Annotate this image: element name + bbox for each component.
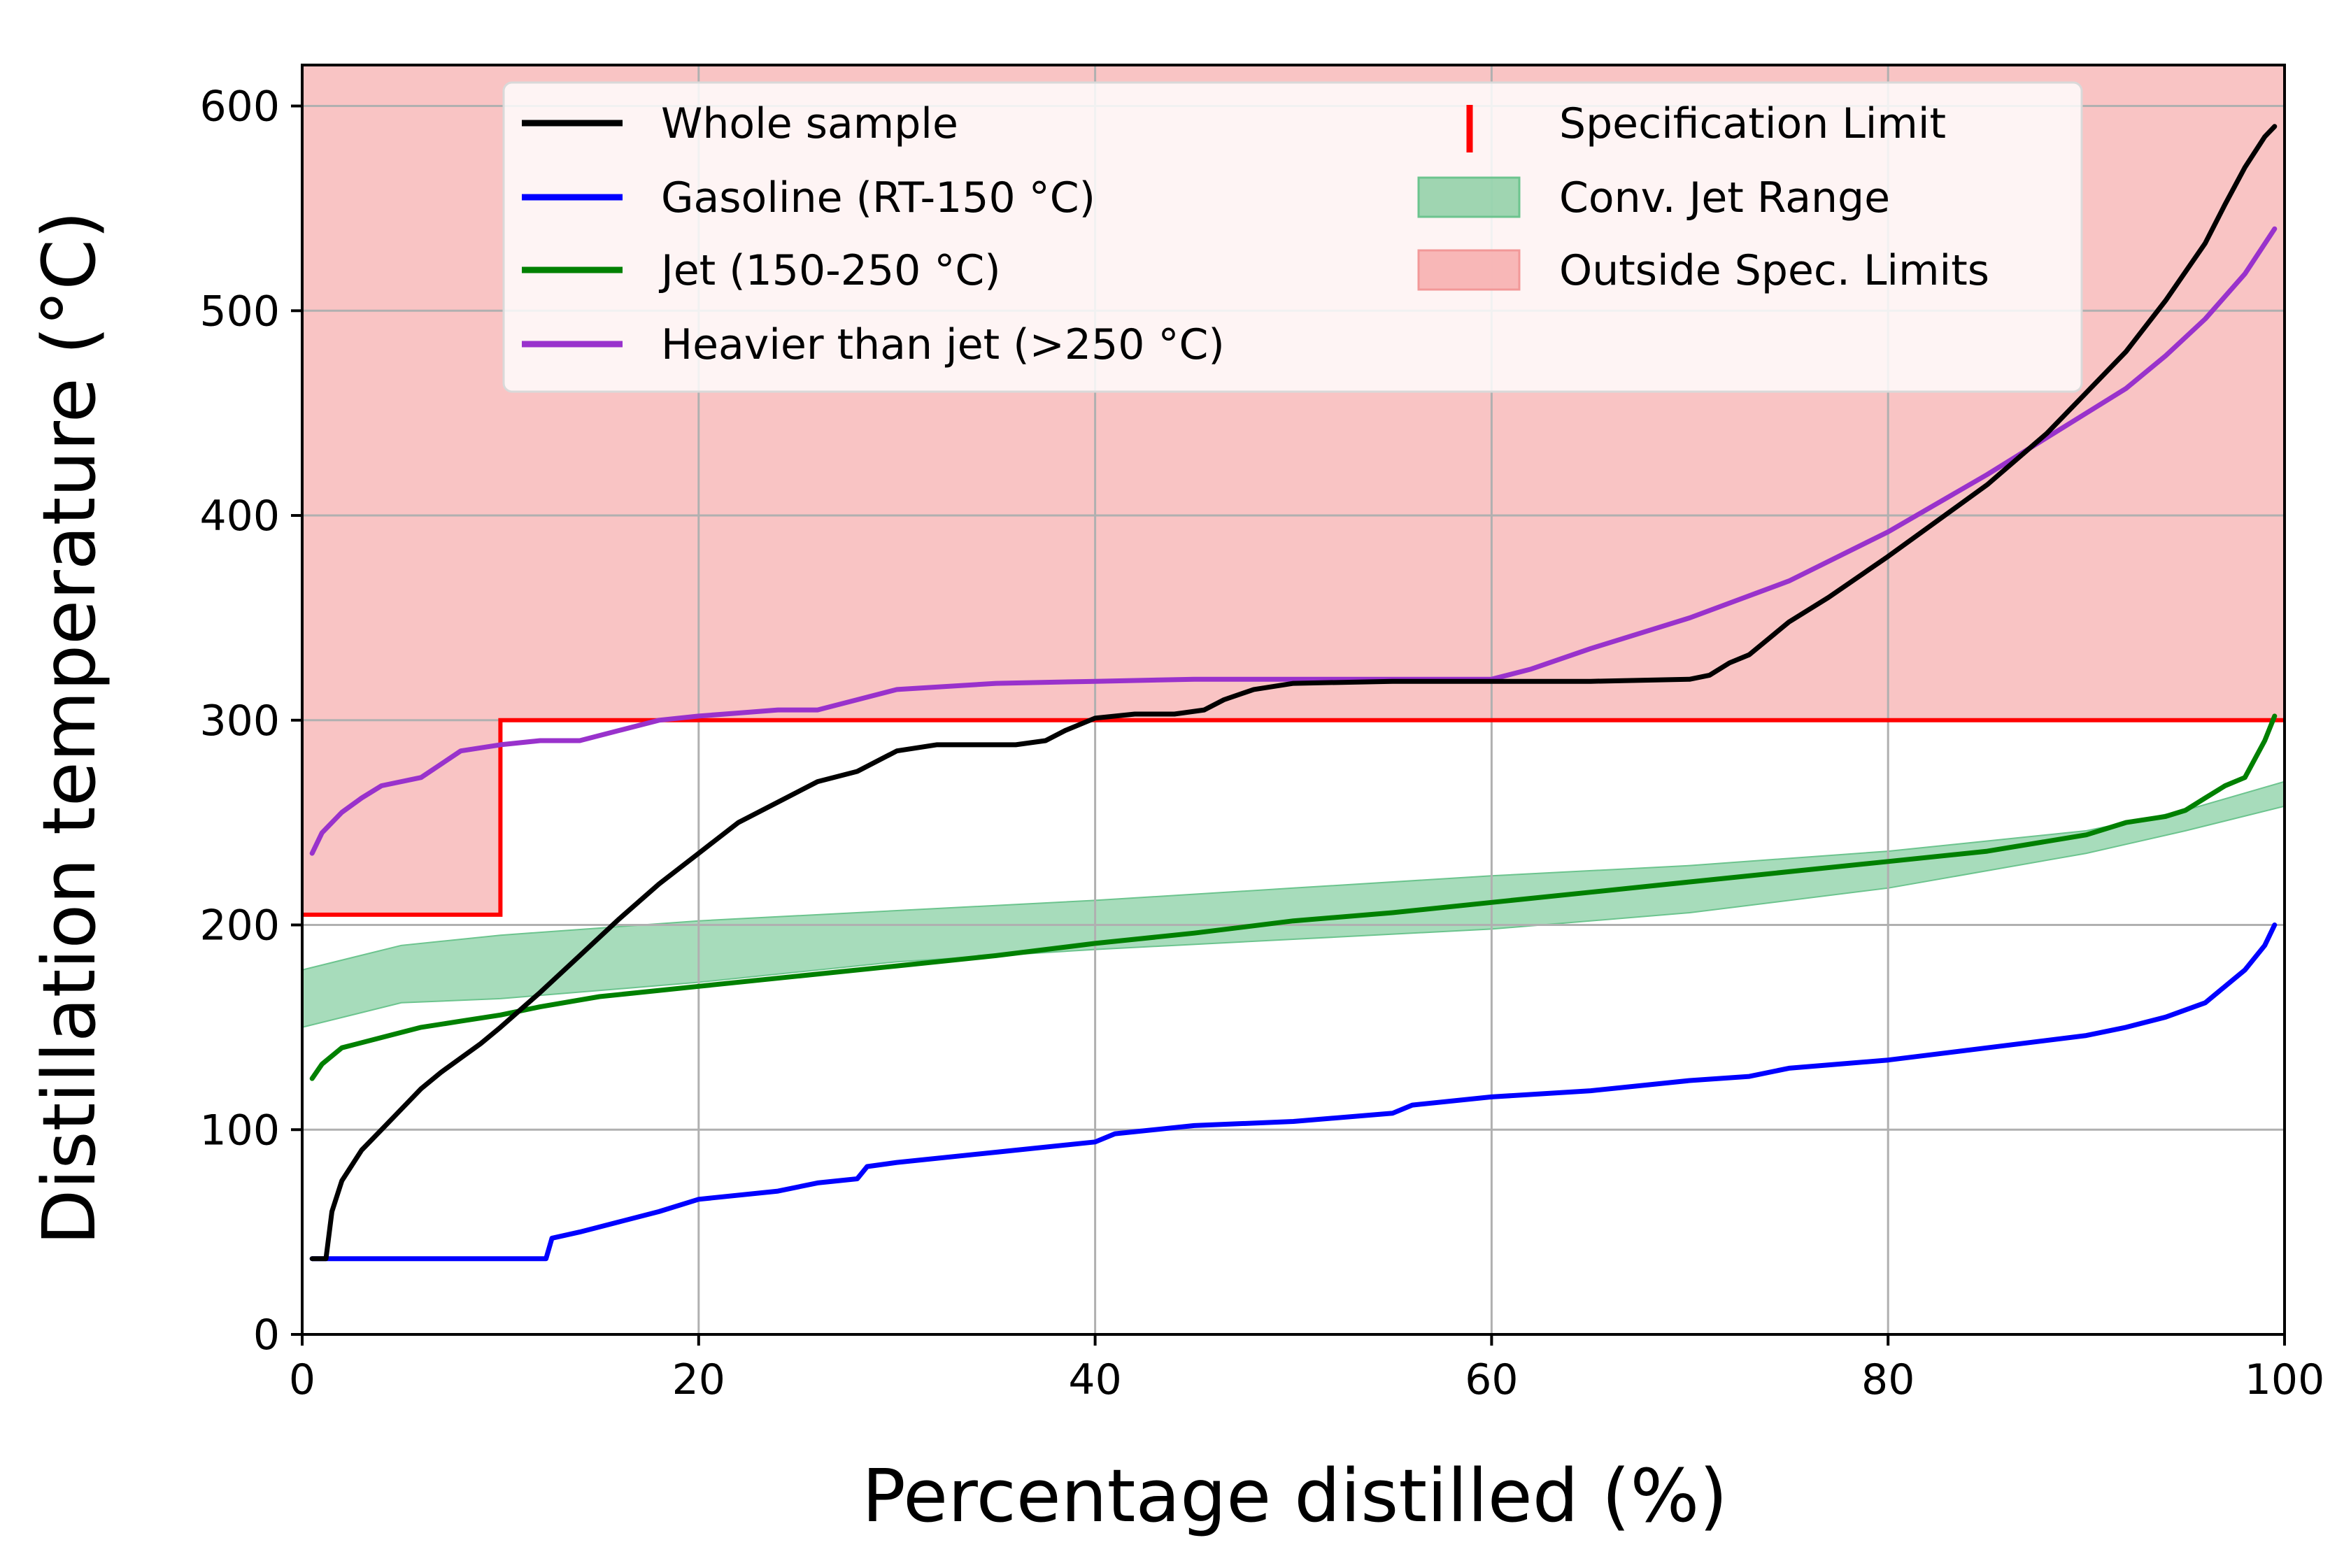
legend-label-heavier: Heavier than jet (>250 °C) (661, 320, 1225, 369)
y-tick-label: 500 (199, 287, 280, 336)
legend: Whole sample Gasoline (RT-150 °C) Jet (1… (502, 81, 2083, 393)
series-line-jet (309, 713, 2278, 1081)
specification-limit-line (302, 718, 2285, 917)
series-line-gasoline (309, 922, 2278, 1262)
legend-label-outside: Outside Spec. Limits (1559, 246, 1989, 295)
y-tick-label: 600 (199, 83, 280, 131)
legend-label-spec: Specification Limit (1559, 99, 1946, 148)
y-tick-label: 200 (199, 901, 280, 950)
x-tick-label: 20 (672, 1355, 725, 1404)
x-tick-label: 100 (2245, 1355, 2325, 1404)
series-layer (302, 124, 2285, 1262)
x-tick-label: 40 (1068, 1355, 1121, 1404)
legend-swatch-outside (1417, 249, 1521, 291)
series-line-whole (309, 124, 2278, 1262)
y-tick-label: 400 (199, 492, 280, 541)
legend-label-gasoline: Gasoline (RT-150 °C) (661, 173, 1095, 222)
x-tick-label: 80 (1861, 1355, 1915, 1404)
legend-label-jet: Jet (150-250 °C) (658, 246, 1001, 295)
legend-label-jet-range: Conv. Jet Range (1559, 173, 1890, 222)
y-tick-label: 300 (199, 697, 280, 746)
tick-layer: 0 20 40 60 80 100 0 100 200 300 400 500 600 (199, 83, 2324, 1404)
y-tick-label: 0 (253, 1311, 280, 1360)
legend-label-whole: Whole sample (661, 99, 958, 148)
x-axis-label: Percentage distilled (%) (862, 1453, 1728, 1539)
frame-layer (301, 64, 2286, 1336)
y-tick-label: 100 (199, 1106, 280, 1155)
x-tick-label: 60 (1465, 1355, 1518, 1404)
legend-swatch-jet-range (1417, 176, 1521, 218)
y-axis-label: Distillation temperature (°C) (27, 211, 112, 1245)
plot-frame (301, 64, 2286, 1336)
legend-box (502, 81, 2083, 393)
x-tick-label: 0 (289, 1355, 315, 1404)
